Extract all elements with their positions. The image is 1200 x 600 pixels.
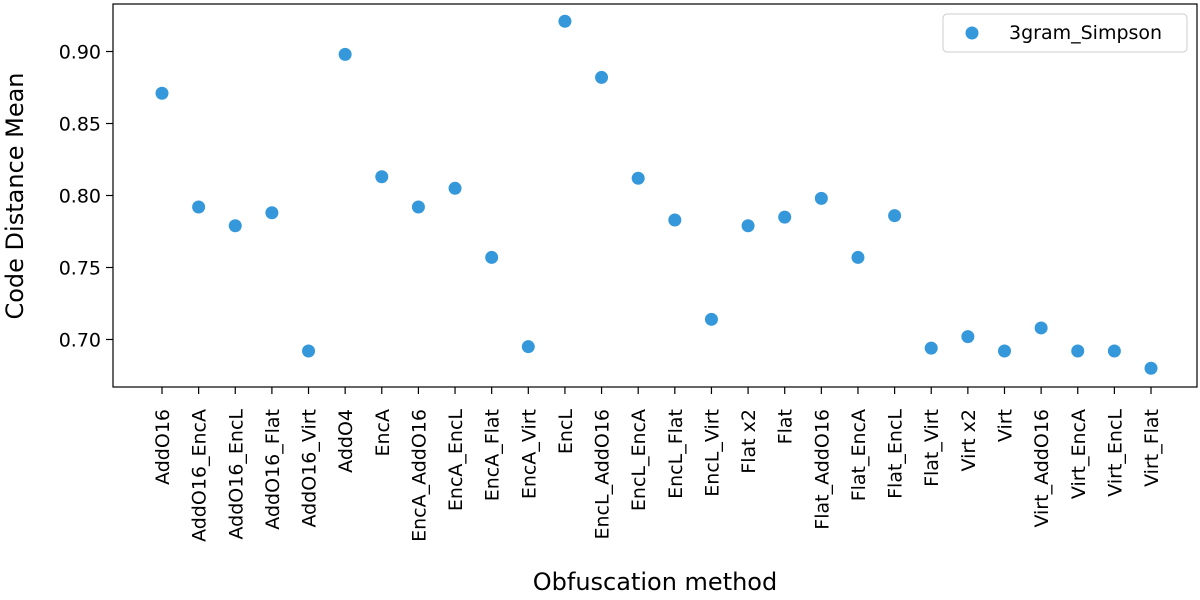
- data-point: [338, 47, 352, 61]
- data-point: [155, 86, 169, 100]
- x-tick-label: EncL_AddO16: [592, 409, 614, 540]
- x-axis-title: Obfuscation method: [533, 568, 777, 596]
- x-tick-label: AddO16_EncA: [189, 409, 211, 542]
- y-tick-label: 0.80: [59, 186, 101, 208]
- data-point: [851, 250, 865, 264]
- x-tick-label: EncA_Flat: [482, 409, 504, 501]
- x-tick-label: AddO16_Flat: [262, 409, 284, 530]
- y-tick-label: 0.75: [59, 257, 101, 279]
- plot-area: [112, 3, 1198, 388]
- legend: 3gram_Simpson: [942, 13, 1188, 53]
- data-point: [778, 210, 792, 224]
- data-point: [265, 206, 279, 220]
- data-points: [155, 14, 1158, 375]
- x-tick-label: Flat: [775, 409, 797, 444]
- data-point: [448, 181, 462, 195]
- data-point: [1071, 344, 1085, 358]
- x-tick-label: EncA_AddO16: [408, 409, 430, 542]
- data-point: [1144, 361, 1158, 375]
- y-tick-label: 0.70: [59, 329, 101, 351]
- legend-label: 3gram_Simpson: [1009, 22, 1162, 44]
- x-tick-label: Virt_EncA: [1068, 409, 1090, 499]
- data-point: [814, 191, 828, 205]
- x-tick-label: Flat_EncL: [885, 409, 907, 499]
- legend-marker: [965, 26, 979, 40]
- x-axis: AddO16 AddO16_EncA AddO16_EncL AddO16_Flat A…: [152, 387, 1163, 542]
- data-point: [888, 209, 902, 223]
- x-tick-label: EncL_Virt: [701, 409, 723, 497]
- data-point: [411, 200, 425, 214]
- x-tick-label: AddO16_EncL: [225, 409, 247, 540]
- data-point: [1034, 321, 1048, 335]
- y-axis: 0.70 0.75 0.80 0.85 0.90: [59, 42, 113, 351]
- x-tick-label: EncA: [372, 409, 394, 457]
- x-tick-label: EncA_Virt: [518, 409, 540, 499]
- legend-box: [942, 13, 1188, 53]
- y-tick-label: 0.90: [59, 42, 101, 64]
- x-tick-label: Virt_Flat: [1141, 409, 1163, 487]
- data-point: [375, 170, 389, 184]
- x-tick-label: Flat x2: [738, 409, 760, 474]
- y-tick-label: 0.85: [59, 114, 101, 136]
- x-tick-label: Flat_EncA: [848, 409, 870, 501]
- x-tick-label: AddO16: [152, 409, 174, 485]
- x-tick-label: Flat_AddO16: [811, 409, 833, 530]
- data-point: [668, 213, 682, 227]
- x-tick-label: EncL_Flat: [665, 409, 687, 499]
- data-point: [228, 219, 242, 233]
- x-tick-label: Virt_EncL: [1104, 409, 1126, 497]
- data-point: [741, 219, 755, 233]
- data-point: [997, 344, 1011, 358]
- data-point: [961, 330, 975, 344]
- x-tick-label: Virt: [994, 409, 1016, 442]
- data-point: [631, 171, 645, 185]
- data-point: [704, 312, 718, 326]
- data-point: [1107, 344, 1121, 358]
- x-tick-label: Flat_Virt: [921, 409, 943, 487]
- x-tick-label: EncL: [555, 409, 577, 454]
- data-point: [595, 70, 609, 84]
- data-point: [192, 200, 206, 214]
- x-tick-label: AddO4: [335, 409, 357, 473]
- x-tick-label: EncA_EncL: [445, 409, 467, 511]
- y-axis-title: Code Distance Mean: [1, 72, 29, 319]
- data-point: [924, 341, 938, 355]
- data-point: [558, 14, 572, 28]
- data-point: [521, 340, 535, 354]
- x-tick-label: EncL_EncA: [628, 409, 650, 511]
- x-tick-label: Virt x2: [958, 409, 980, 472]
- data-point: [485, 250, 499, 264]
- data-point: [302, 344, 316, 358]
- x-tick-label: Virt_AddO16: [1031, 409, 1053, 528]
- x-tick-label: AddO16_Virt: [299, 409, 321, 528]
